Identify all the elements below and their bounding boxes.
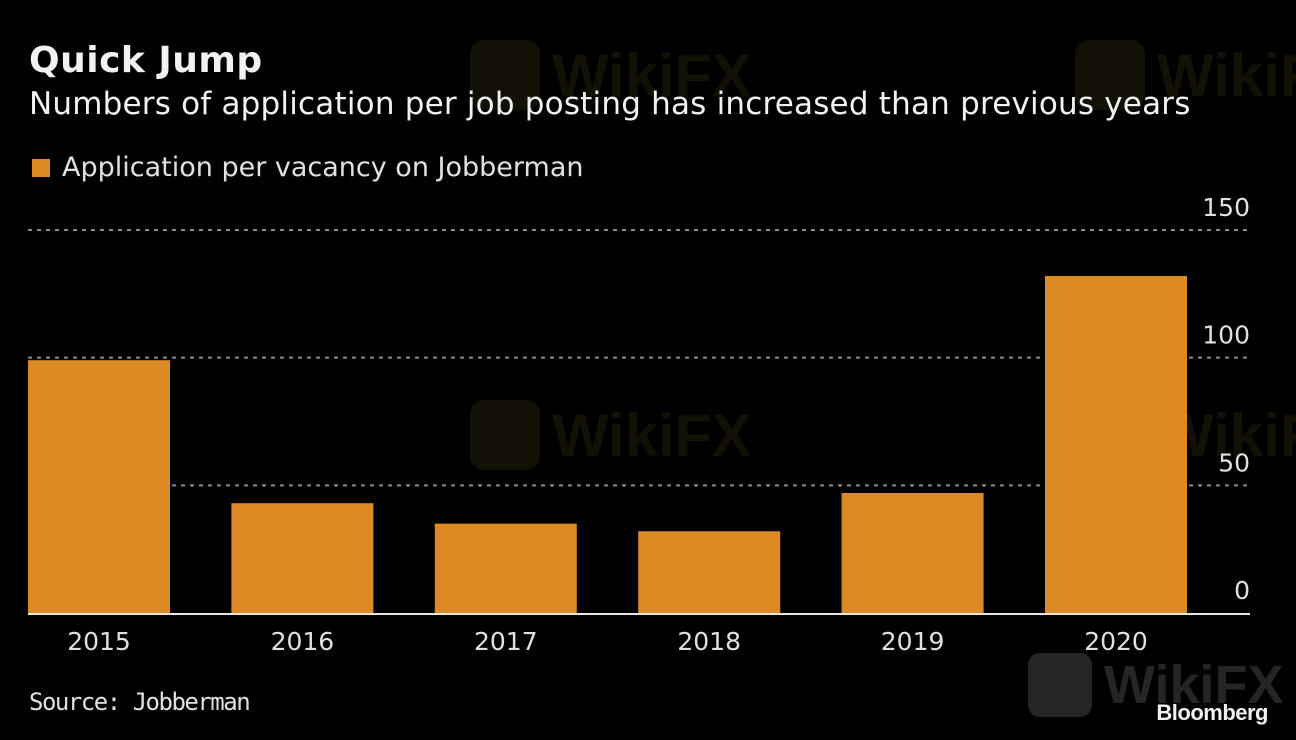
x-tick-label: 2020 xyxy=(1084,627,1148,656)
watermark-logo-icon xyxy=(1028,653,1092,717)
watermark-corner: WikiFX xyxy=(1028,653,1284,717)
x-tick-label: 2017 xyxy=(474,627,538,656)
bars xyxy=(28,275,1187,613)
bar-2018 xyxy=(638,531,781,613)
bloomberg-logo: Bloomberg xyxy=(1156,700,1268,725)
x-tick-label: 2016 xyxy=(271,627,335,656)
bar-2020 xyxy=(1045,275,1187,613)
y-axis-ticks: 0 50 100 150 xyxy=(1202,193,1250,605)
bar-2019 xyxy=(841,492,984,613)
legend-swatch xyxy=(32,158,50,177)
bar-2016 xyxy=(231,503,374,613)
x-tick-label: 2015 xyxy=(67,627,131,656)
chart-title: Quick Jump xyxy=(29,40,263,81)
y-tick-label: 50 xyxy=(1218,448,1250,477)
y-tick-label: 100 xyxy=(1202,321,1250,350)
x-axis-ticks: 2015 2016 2017 2018 2019 2020 xyxy=(67,627,1148,656)
bar-2015 xyxy=(28,360,170,613)
y-tick-label: 150 xyxy=(1202,193,1250,222)
x-tick-label: 2019 xyxy=(881,627,945,656)
source-note: Source: Jobberman xyxy=(29,688,251,716)
bar-2017 xyxy=(434,523,577,613)
y-tick-label: 0 xyxy=(1234,576,1250,605)
chart-subtitle: Numbers of application per job posting h… xyxy=(29,86,1191,122)
x-tick-label: 2018 xyxy=(677,627,741,656)
legend: Application per vacancy on Jobberman xyxy=(32,152,583,183)
watermark-text: WikiFX xyxy=(1104,655,1284,715)
legend-label: Application per vacancy on Jobberman xyxy=(62,152,584,183)
